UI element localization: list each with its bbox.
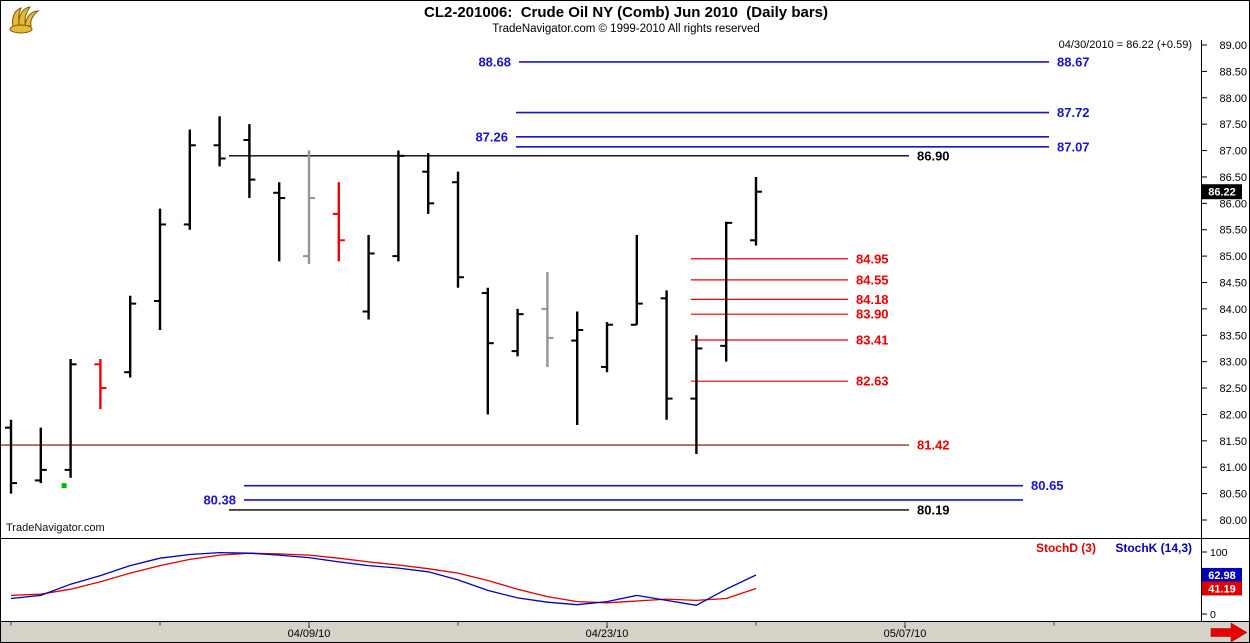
price-tick-label: 87.50 xyxy=(1219,119,1247,131)
level-label-right[interactable]: 84.95 xyxy=(856,251,889,266)
stoch-value-badge-label: 62.98 xyxy=(1208,570,1236,582)
level-label-right[interactable]: 84.55 xyxy=(856,272,889,287)
level-label-right[interactable]: 81.42 xyxy=(917,438,950,453)
level-label-right[interactable]: 80.19 xyxy=(917,502,950,517)
price-tick-label: 88.50 xyxy=(1219,66,1247,78)
price-bar xyxy=(5,419,17,494)
price-bar xyxy=(94,359,107,410)
price-tick-label: 83.00 xyxy=(1219,357,1247,369)
watermark: TradeNavigator.com xyxy=(6,522,105,534)
last-quote-readout: 04/30/2010 = 86.22 (+0.59) xyxy=(1058,39,1192,51)
price-tick-label: 86.50 xyxy=(1219,172,1247,184)
stoch-tick-label: 100 xyxy=(1210,547,1228,559)
copyright-line: TradeNavigator.com © 1999-2010 All right… xyxy=(492,23,760,35)
level-label-right[interactable]: 80.65 xyxy=(1031,478,1064,493)
level-label-right[interactable]: 87.72 xyxy=(1057,105,1090,120)
level-label-right[interactable]: 82.63 xyxy=(856,374,889,389)
price-bar xyxy=(124,295,137,378)
price-bar xyxy=(630,235,643,326)
price-bar xyxy=(392,150,405,262)
price-bar xyxy=(362,235,375,320)
date-axis-strip xyxy=(1,621,1249,642)
level-label-right[interactable]: 86.90 xyxy=(917,148,950,163)
price-tick-label: 81.00 xyxy=(1219,462,1247,474)
price-bar xyxy=(690,335,703,455)
price-tick-label: 82.50 xyxy=(1219,383,1247,395)
level-label-right[interactable]: 87.07 xyxy=(1057,139,1090,154)
price-bar xyxy=(511,308,524,357)
price-bar xyxy=(452,171,464,288)
price-tick-label: 89.00 xyxy=(1219,40,1247,52)
price-tick-label: 84.00 xyxy=(1219,304,1247,316)
stoch-value-badge-label: 41.19 xyxy=(1208,583,1236,595)
stochd-legend[interactable]: StochD (3) xyxy=(1035,541,1096,555)
scroll-right-arrow-icon[interactable] xyxy=(1210,622,1248,642)
price-tick-label: 80.00 xyxy=(1219,515,1247,527)
last-price-badge-label: 86.22 xyxy=(1208,187,1236,199)
price-tick-label: 84.50 xyxy=(1219,278,1247,290)
date-label: 04/09/10 xyxy=(288,628,331,640)
level-label-left[interactable]: 80.38 xyxy=(203,492,236,507)
price-bar xyxy=(64,359,77,478)
last-price-badge xyxy=(1202,184,1242,200)
stoch-value-badge xyxy=(1202,567,1242,582)
price-bar xyxy=(422,153,435,214)
price-bar xyxy=(541,271,554,367)
price-bar xyxy=(332,182,345,262)
price-tick-label: 83.50 xyxy=(1219,330,1247,342)
chart-title: CL2-201006: Crude Oil NY (Comb) Jun 2010… xyxy=(423,4,828,21)
date-label: 05/07/10 xyxy=(884,628,927,640)
level-label-left[interactable]: 87.26 xyxy=(475,129,508,144)
stoch-tick-label: 0 xyxy=(1210,609,1216,621)
price-bar xyxy=(481,287,494,415)
price-tick-label: 81.50 xyxy=(1219,436,1247,448)
tradenavigator-logo-icon[interactable] xyxy=(5,3,43,37)
stochd-line xyxy=(10,552,757,604)
price-tick-label: 80.50 xyxy=(1219,489,1247,501)
price-bar xyxy=(571,311,584,425)
price-bar xyxy=(720,221,733,362)
stochk-legend[interactable]: StochK (14,3) xyxy=(1115,541,1192,555)
level-label-right[interactable]: 84.18 xyxy=(856,292,889,307)
price-tick-label: 87.00 xyxy=(1219,146,1247,158)
price-tick-label: 82.00 xyxy=(1219,409,1247,421)
price-tick-label: 88.00 xyxy=(1219,93,1247,105)
signal-dot xyxy=(61,483,67,489)
price-bar xyxy=(601,322,613,373)
price-bar xyxy=(243,124,256,199)
price-tick-label: 85.00 xyxy=(1219,251,1247,263)
price-bar xyxy=(213,116,226,167)
price-bar xyxy=(660,290,673,420)
price-bar xyxy=(273,182,286,262)
price-bar xyxy=(750,176,762,246)
gold-fan-shape xyxy=(9,6,40,34)
level-label-right[interactable]: 88.67 xyxy=(1057,54,1090,69)
level-label-left[interactable]: 88.68 xyxy=(478,54,511,69)
price-bar xyxy=(34,427,47,484)
level-label-right[interactable]: 83.41 xyxy=(856,333,889,348)
date-label: 04/23/10 xyxy=(586,628,629,640)
price-bar xyxy=(183,129,196,230)
price-tick-label: 85.50 xyxy=(1219,225,1247,237)
level-label-right[interactable]: 83.90 xyxy=(856,307,889,322)
price-bar xyxy=(154,208,166,330)
stochastic-legend: StochD (3) StochK (14,3) xyxy=(1036,541,1192,555)
price-bar xyxy=(303,150,315,265)
stochk-line xyxy=(10,551,757,606)
price-tick-label: 86.00 xyxy=(1219,198,1247,210)
stoch-value-badge xyxy=(1202,581,1242,596)
